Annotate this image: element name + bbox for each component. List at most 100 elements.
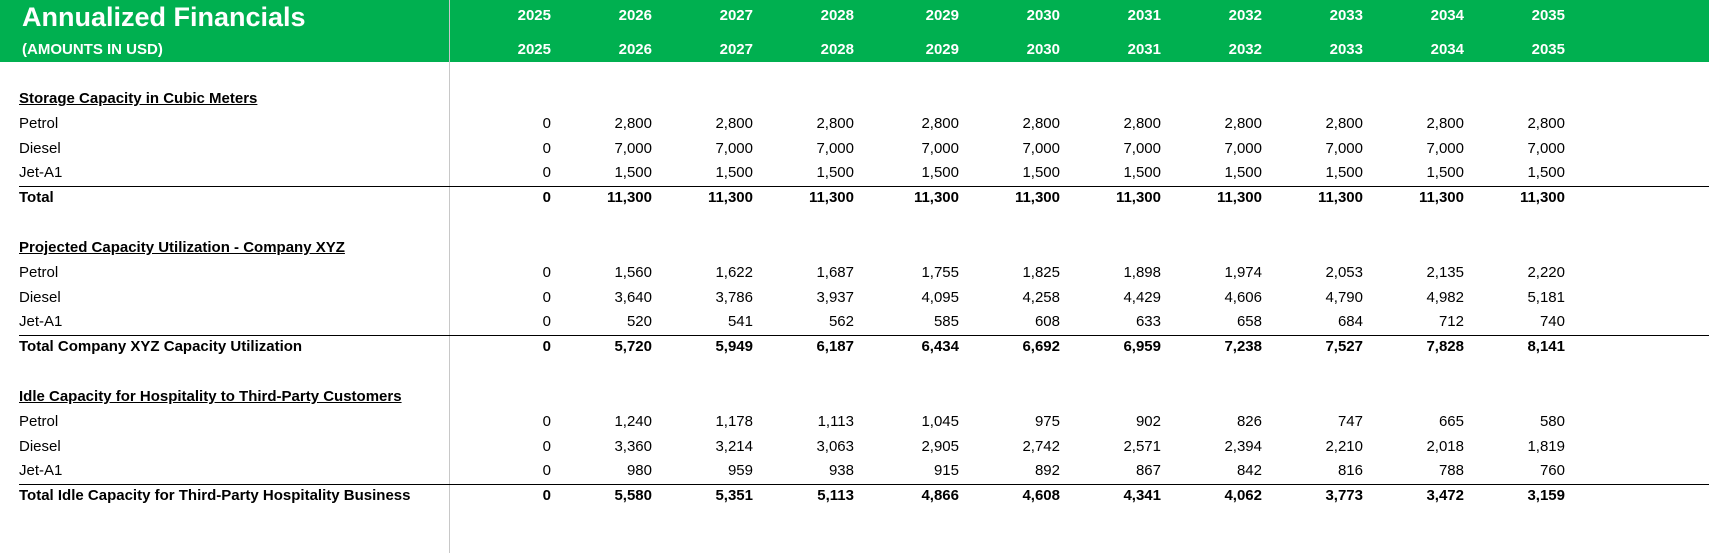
data-cell[interactable]: 7,000 [1224,139,1262,157]
row-label[interactable]: Petrol [19,412,59,430]
total-label[interactable]: Total [19,189,54,207]
section-title[interactable]: Idle Capacity for Hospitality to Third-P… [19,388,402,405]
data-cell[interactable]: 7,000 [614,139,652,157]
data-cell[interactable]: 2,220 [1527,263,1565,281]
data-cell[interactable]: 1,560 [614,263,652,281]
data-cell[interactable]: 892 [1034,462,1060,480]
data-cell[interactable]: 0 [542,313,551,331]
data-cell[interactable]: 915 [933,462,959,480]
data-cell[interactable]: 0 [542,139,551,157]
data-cell[interactable]: 1,500 [1527,164,1565,182]
data-cell[interactable]: 7,000 [921,139,959,157]
total-cell[interactable]: 11,300 [606,189,652,207]
year-header-bottom[interactable]: 2035 [1531,41,1565,58]
data-cell[interactable]: 1,755 [921,263,959,281]
data-cell[interactable]: 541 [727,313,753,331]
data-cell[interactable]: 2,800 [921,114,959,132]
data-cell[interactable]: 2,394 [1224,437,1262,455]
total-cell[interactable]: 5,580 [614,487,652,505]
total-cell[interactable]: 11,300 [1317,189,1363,207]
data-cell[interactable]: 684 [1337,313,1363,331]
data-cell[interactable]: 1,500 [921,164,959,182]
data-cell[interactable]: 2,800 [1022,114,1060,132]
year-header-bottom[interactable]: 2031 [1127,41,1161,58]
data-cell[interactable]: 1,500 [1325,164,1363,182]
data-cell[interactable]: 1,825 [1022,263,1060,281]
total-cell[interactable]: 5,949 [715,338,753,356]
data-cell[interactable]: 658 [1236,313,1262,331]
row-label[interactable]: Diesel [19,437,61,455]
data-cell[interactable]: 5,181 [1527,288,1565,306]
data-cell[interactable]: 1,622 [715,263,753,281]
data-cell[interactable]: 4,982 [1426,288,1464,306]
total-cell[interactable]: 11,300 [707,189,753,207]
total-cell[interactable]: 0 [542,338,551,356]
data-cell[interactable]: 2,210 [1325,437,1363,455]
total-cell[interactable]: 11,300 [1014,189,1060,207]
data-cell[interactable]: 7,000 [816,139,854,157]
data-cell[interactable]: 4,790 [1325,288,1363,306]
data-cell[interactable]: 2,800 [1527,114,1565,132]
data-cell[interactable]: 1,045 [921,412,959,430]
data-cell[interactable]: 747 [1337,412,1363,430]
data-cell[interactable]: 959 [727,462,753,480]
data-cell[interactable]: 1,687 [816,263,854,281]
data-cell[interactable]: 3,360 [614,437,652,455]
row-label[interactable]: Petrol [19,263,59,281]
data-cell[interactable]: 633 [1135,313,1161,331]
year-header-bottom[interactable]: 2026 [618,41,652,58]
row-label[interactable]: Jet-A1 [19,462,63,480]
total-cell[interactable]: 6,187 [816,338,854,356]
total-cell[interactable]: 0 [542,487,551,505]
data-cell[interactable]: 975 [1034,412,1060,430]
data-cell[interactable]: 1,240 [614,412,652,430]
data-cell[interactable]: 7,000 [1022,139,1060,157]
data-cell[interactable]: 2,800 [816,114,854,132]
data-cell[interactable]: 867 [1135,462,1161,480]
total-cell[interactable]: 4,341 [1123,487,1161,505]
data-cell[interactable]: 1,500 [715,164,753,182]
data-cell[interactable]: 902 [1135,412,1161,430]
row-label[interactable]: Jet-A1 [19,313,63,331]
data-cell[interactable]: 1,974 [1224,263,1262,281]
year-header-top[interactable]: 2035 [1531,7,1565,24]
year-header-top[interactable]: 2025 [517,7,551,24]
data-cell[interactable]: 7,000 [1527,139,1565,157]
data-cell[interactable]: 3,063 [816,437,854,455]
data-cell[interactable]: 740 [1539,313,1565,331]
data-cell[interactable]: 3,640 [614,288,652,306]
total-cell[interactable]: 4,608 [1022,487,1060,505]
data-cell[interactable]: 4,258 [1022,288,1060,306]
total-cell[interactable]: 11,300 [1216,189,1262,207]
data-cell[interactable]: 0 [542,437,551,455]
data-cell[interactable]: 712 [1438,313,1464,331]
year-header-bottom[interactable]: 2028 [820,41,854,58]
total-cell[interactable]: 11,300 [913,189,959,207]
data-cell[interactable]: 2,018 [1426,437,1464,455]
data-cell[interactable]: 1,500 [614,164,652,182]
data-cell[interactable]: 0 [542,462,551,480]
data-cell[interactable]: 2,571 [1123,437,1161,455]
year-header-top[interactable]: 2031 [1127,7,1161,24]
data-cell[interactable]: 520 [626,313,652,331]
data-cell[interactable]: 608 [1034,313,1060,331]
data-cell[interactable]: 2,135 [1426,263,1464,281]
data-cell[interactable]: 3,786 [715,288,753,306]
data-cell[interactable]: 0 [542,288,551,306]
total-cell[interactable]: 11,300 [808,189,854,207]
year-header-bottom[interactable]: 2033 [1329,41,1363,58]
data-cell[interactable]: 665 [1438,412,1464,430]
data-cell[interactable]: 7,000 [1123,139,1161,157]
data-cell[interactable]: 2,800 [1325,114,1363,132]
data-cell[interactable]: 562 [828,313,854,331]
total-cell[interactable]: 11,300 [1418,189,1464,207]
year-header-bottom[interactable]: 2029 [925,41,959,58]
data-cell[interactable]: 1,178 [715,412,753,430]
total-cell[interactable]: 5,113 [817,487,854,505]
total-cell[interactable]: 6,959 [1123,338,1161,356]
data-cell[interactable]: 2,800 [715,114,753,132]
data-cell[interactable]: 0 [542,412,551,430]
year-header-top[interactable]: 2027 [719,7,753,24]
data-cell[interactable]: 2,053 [1325,263,1363,281]
total-cell[interactable]: 6,692 [1022,338,1060,356]
